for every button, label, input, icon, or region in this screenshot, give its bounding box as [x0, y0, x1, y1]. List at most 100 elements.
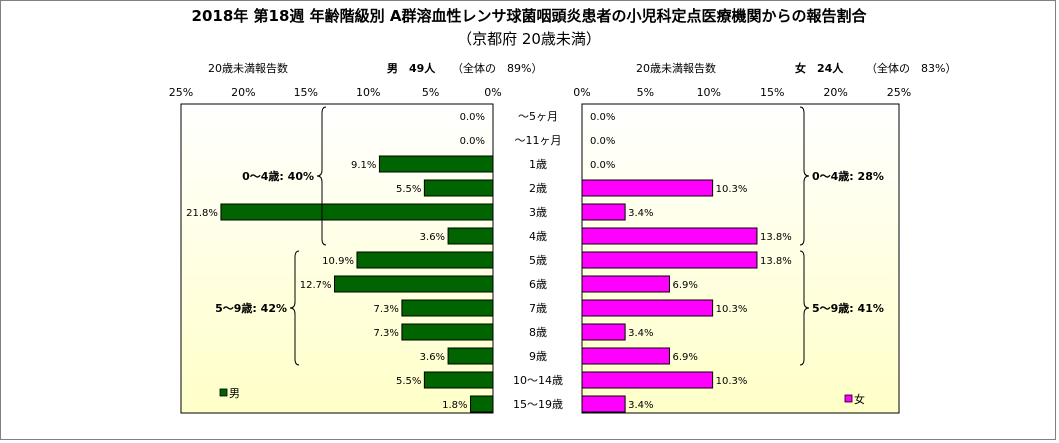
male-bar: [423, 371, 494, 389]
male-data-label: 1.8%: [442, 400, 467, 411]
female-data-label: 6.9%: [672, 280, 697, 291]
category-label: ～11ヶ月: [515, 134, 562, 147]
male-bar: [220, 203, 494, 221]
category-label: ～5ヶ月: [518, 110, 558, 123]
category-label: 9歳: [529, 350, 547, 363]
male-age-bracket: [289, 250, 300, 366]
female-data-label: 10.3%: [716, 304, 748, 315]
male-data-label: 3.6%: [420, 232, 445, 243]
male-age-bracket: [316, 106, 327, 246]
category-label: 3歳: [529, 206, 547, 219]
female-bar: [581, 227, 758, 245]
male-bar: [470, 395, 494, 413]
female-bar: [581, 251, 758, 269]
male-bar: [356, 251, 494, 269]
female-data-label: 10.3%: [716, 376, 748, 387]
male-legend-swatch: [219, 388, 228, 397]
female-x-tick: 20%: [823, 86, 847, 99]
female-bar: [581, 395, 626, 413]
male-x-tick: 0%: [484, 86, 501, 99]
female-x-axis: 0% 5% 10% 15% 20% 25%: [573, 86, 911, 99]
male-data-label: 3.6%: [420, 352, 445, 363]
male-legend-label: 男: [229, 387, 240, 400]
female-data-label: 13.8%: [760, 256, 792, 267]
female-header-count: 女 24人: [795, 61, 844, 75]
male-data-label: 21.8%: [186, 208, 218, 219]
male-bracket-label: 5～9歳: 42%: [215, 301, 287, 315]
female-data-label: 0.0%: [590, 160, 615, 171]
female-bar: [581, 179, 714, 197]
female-bar: [581, 299, 714, 317]
female-bracket-label: 5～9歳: 41%: [812, 301, 884, 315]
female-bar: [581, 323, 626, 341]
female-bracket-label: 0～4歳: 28%: [812, 169, 884, 183]
male-x-tick: 10%: [356, 86, 380, 99]
male-header-share: （全体の 89%）: [452, 61, 542, 75]
category-label: 10～14歳: [513, 374, 563, 387]
male-data-label: 12.7%: [300, 280, 332, 291]
female-bar: [581, 203, 626, 221]
male-x-tick: 15%: [294, 86, 318, 99]
female-bar: [581, 371, 714, 389]
female-legend-swatch: [844, 394, 853, 403]
category-label: 5歳: [529, 254, 547, 267]
female-data-label: 3.4%: [628, 208, 653, 219]
male-bar: [447, 347, 494, 365]
male-bar: [447, 227, 494, 245]
female-data-label: 0.0%: [590, 112, 615, 123]
chart-subtitle: （京都府 20歳未満）: [457, 30, 601, 48]
female-x-tick: 10%: [697, 86, 721, 99]
female-x-tick: 0%: [573, 86, 590, 99]
male-header: 20歳未満報告数 男 49人 （全体の 89%）: [208, 61, 542, 75]
category-label: 6歳: [529, 278, 547, 291]
age-group-brackets: 0～4歳: 40% 5～9歳: 42% 0～4歳: 28% 5～9歳: 41%: [215, 106, 884, 366]
category-label: 1歳: [529, 158, 547, 171]
female-data-label: 0.0%: [590, 136, 615, 147]
chart-title: 2018年 第18週 年齢階級別 A群溶血性レンサ球菌咽頭炎患者の小児科定点医療…: [192, 7, 868, 25]
female-series: 0.0% 0.0% 0.0% 10.3% 3.4% 13.8% 13.8% 6.9% 10.3%…: [581, 112, 792, 413]
male-bracket-label: 0～4歳: 40%: [242, 169, 314, 183]
male-bar: [423, 179, 494, 197]
female-age-bracket: [799, 106, 810, 246]
male-x-tick: 5%: [422, 86, 439, 99]
male-header-label: 20歳未満報告数: [208, 62, 288, 75]
male-data-label: 9.1%: [351, 160, 376, 171]
female-header-label: 20歳未満報告数: [636, 62, 716, 75]
male-data-label: 5.5%: [396, 376, 421, 387]
male-series: 0.0% 0.0% 9.1% 5.5% 21.8% 3.6% 10.9% 12.7% 7.3% 7…: [186, 112, 494, 413]
male-bar: [401, 323, 494, 341]
category-label: 8歳: [529, 326, 547, 339]
male-bar: [401, 299, 494, 317]
female-x-tick: 15%: [760, 86, 784, 99]
female-data-label: 10.3%: [716, 184, 748, 195]
female-data-label: 3.4%: [628, 400, 653, 411]
male-legend: 男: [219, 387, 240, 400]
male-data-label: 10.9%: [322, 256, 354, 267]
female-legend-label: 女: [854, 392, 865, 406]
female-data-label: 3.4%: [628, 328, 653, 339]
male-data-label: 0.0%: [460, 112, 485, 123]
male-x-tick: 25%: [169, 86, 193, 99]
female-header-share: （全体の 83%）: [866, 61, 956, 75]
category-label: 7歳: [529, 302, 547, 315]
female-x-tick: 25%: [887, 86, 911, 99]
female-header: 20歳未満報告数 女 24人 （全体の 83%）: [636, 61, 956, 75]
category-label: 15～19歳: [513, 398, 563, 411]
male-data-label: 7.3%: [373, 304, 398, 315]
female-data-label: 6.9%: [672, 352, 697, 363]
male-data-label: 0.0%: [460, 136, 485, 147]
male-x-tick: 20%: [231, 86, 255, 99]
male-x-axis: 0% 5% 10% 15% 20% 25%: [169, 86, 502, 99]
male-header-count: 男 49人: [387, 61, 436, 75]
category-label: 2歳: [529, 182, 547, 195]
male-bar: [334, 275, 494, 293]
female-bar: [581, 275, 670, 293]
category-axis: ～5ヶ月 ～11ヶ月 1歳 2歳 3歳 4歳 5歳 6歳 7歳 8歳 9歳 10～14歳 15～19歳: [513, 110, 563, 411]
female-x-tick: 5%: [637, 86, 654, 99]
female-age-bracket: [799, 250, 810, 366]
male-data-label: 7.3%: [373, 328, 398, 339]
male-data-label: 5.5%: [396, 184, 421, 195]
category-label: 4歳: [529, 230, 547, 243]
female-legend: 女: [844, 392, 865, 406]
